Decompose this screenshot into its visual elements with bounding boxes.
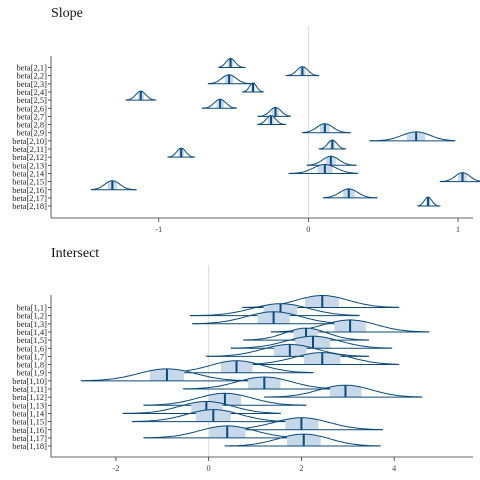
y-tick-label: beta[1,8] [17,360,48,370]
y-tick-label: beta[1,9] [17,368,48,378]
y-tick-label: beta[2,12] [12,152,47,162]
y-tick-label: beta[1,15] [12,417,47,427]
x-tick-label: 0 [306,224,310,234]
slope-panel: Slope -1 0 1beta[2,1]beta[2,2]beta[2,3]bet… [12,6,480,234]
y-tick-label: beta[2,4] [17,87,48,97]
x-tick-label: 1 [456,224,460,234]
intersect-title: Intersect [51,246,99,261]
y-tick-label: beta[1,3] [17,319,48,329]
density-curve [257,106,291,117]
y-tick-label: beta[1,14] [12,408,47,418]
y-tick-label: beta[2,14] [12,168,47,178]
y-tick-label: beta[1,6] [17,343,48,353]
y-tick-label: beta[1,12] [12,392,47,402]
y-tick-label: beta[2,13] [12,160,47,170]
y-tick-label: beta[1,11] [13,384,48,394]
density-curve [189,303,360,317]
y-tick-label: beta[2,6] [17,103,48,113]
density-curve [205,343,370,357]
y-tick-label: beta[2,1] [17,63,48,73]
density-curve [90,180,137,191]
y-tick-label: beta[1,18] [12,441,47,451]
y-tick-label: beta[2,10] [12,136,47,146]
y-tick-label: beta[2,8] [17,120,48,130]
slope-title: Slope [51,6,83,21]
y-tick-label: beta[2,16] [12,185,47,195]
density-curve [369,131,456,142]
y-tick-label: beta[1,17] [12,433,47,443]
y-tick-label: beta[1,5] [17,335,48,345]
y-tick-label: beta[1,16] [12,425,47,435]
y-tick-label: beta[2,18] [12,201,47,211]
density-curve [122,401,281,414]
density-curve [322,188,378,199]
x-tick-label: -2 [112,463,119,473]
y-tick-label: beta[2,5] [17,95,48,105]
x-tick-label: 2 [299,463,303,473]
intersect-panel: Intersect -2 0 2 4beta[1,1]beta[1,2]beta[1,… [12,246,473,473]
density-curve [224,433,381,447]
x-tick-label: -1 [155,224,162,234]
density-curve [288,164,359,174]
y-tick-label: beta[1,7] [17,351,48,361]
density-curve [131,409,293,422]
x-tick-label: 0 [207,463,211,473]
y-tick-label: beta[1,10] [12,376,47,386]
y-tick-label: beta[1,4] [17,327,48,337]
y-tick-label: beta[2,3] [17,79,48,89]
y-tick-label: beta[2,15] [12,177,47,187]
density-curve [263,384,423,398]
density-curve [218,58,246,68]
y-tick-label: beta[2,11] [13,144,48,154]
y-tick-label: beta[2,2] [17,71,48,81]
density-curve [301,123,351,134]
density-curve [143,425,309,439]
y-tick-label: beta[1,13] [12,400,47,410]
y-tick-label: beta[1,1] [17,303,48,313]
density-curve [230,335,393,349]
y-tick-label: beta[1,2] [17,311,48,321]
y-tick-label: beta[2,7] [17,111,48,121]
y-tick-label: beta[2,17] [12,193,47,203]
y-tick-label: beta[2,9] [17,128,48,138]
x-tick-label: 4 [392,463,397,473]
